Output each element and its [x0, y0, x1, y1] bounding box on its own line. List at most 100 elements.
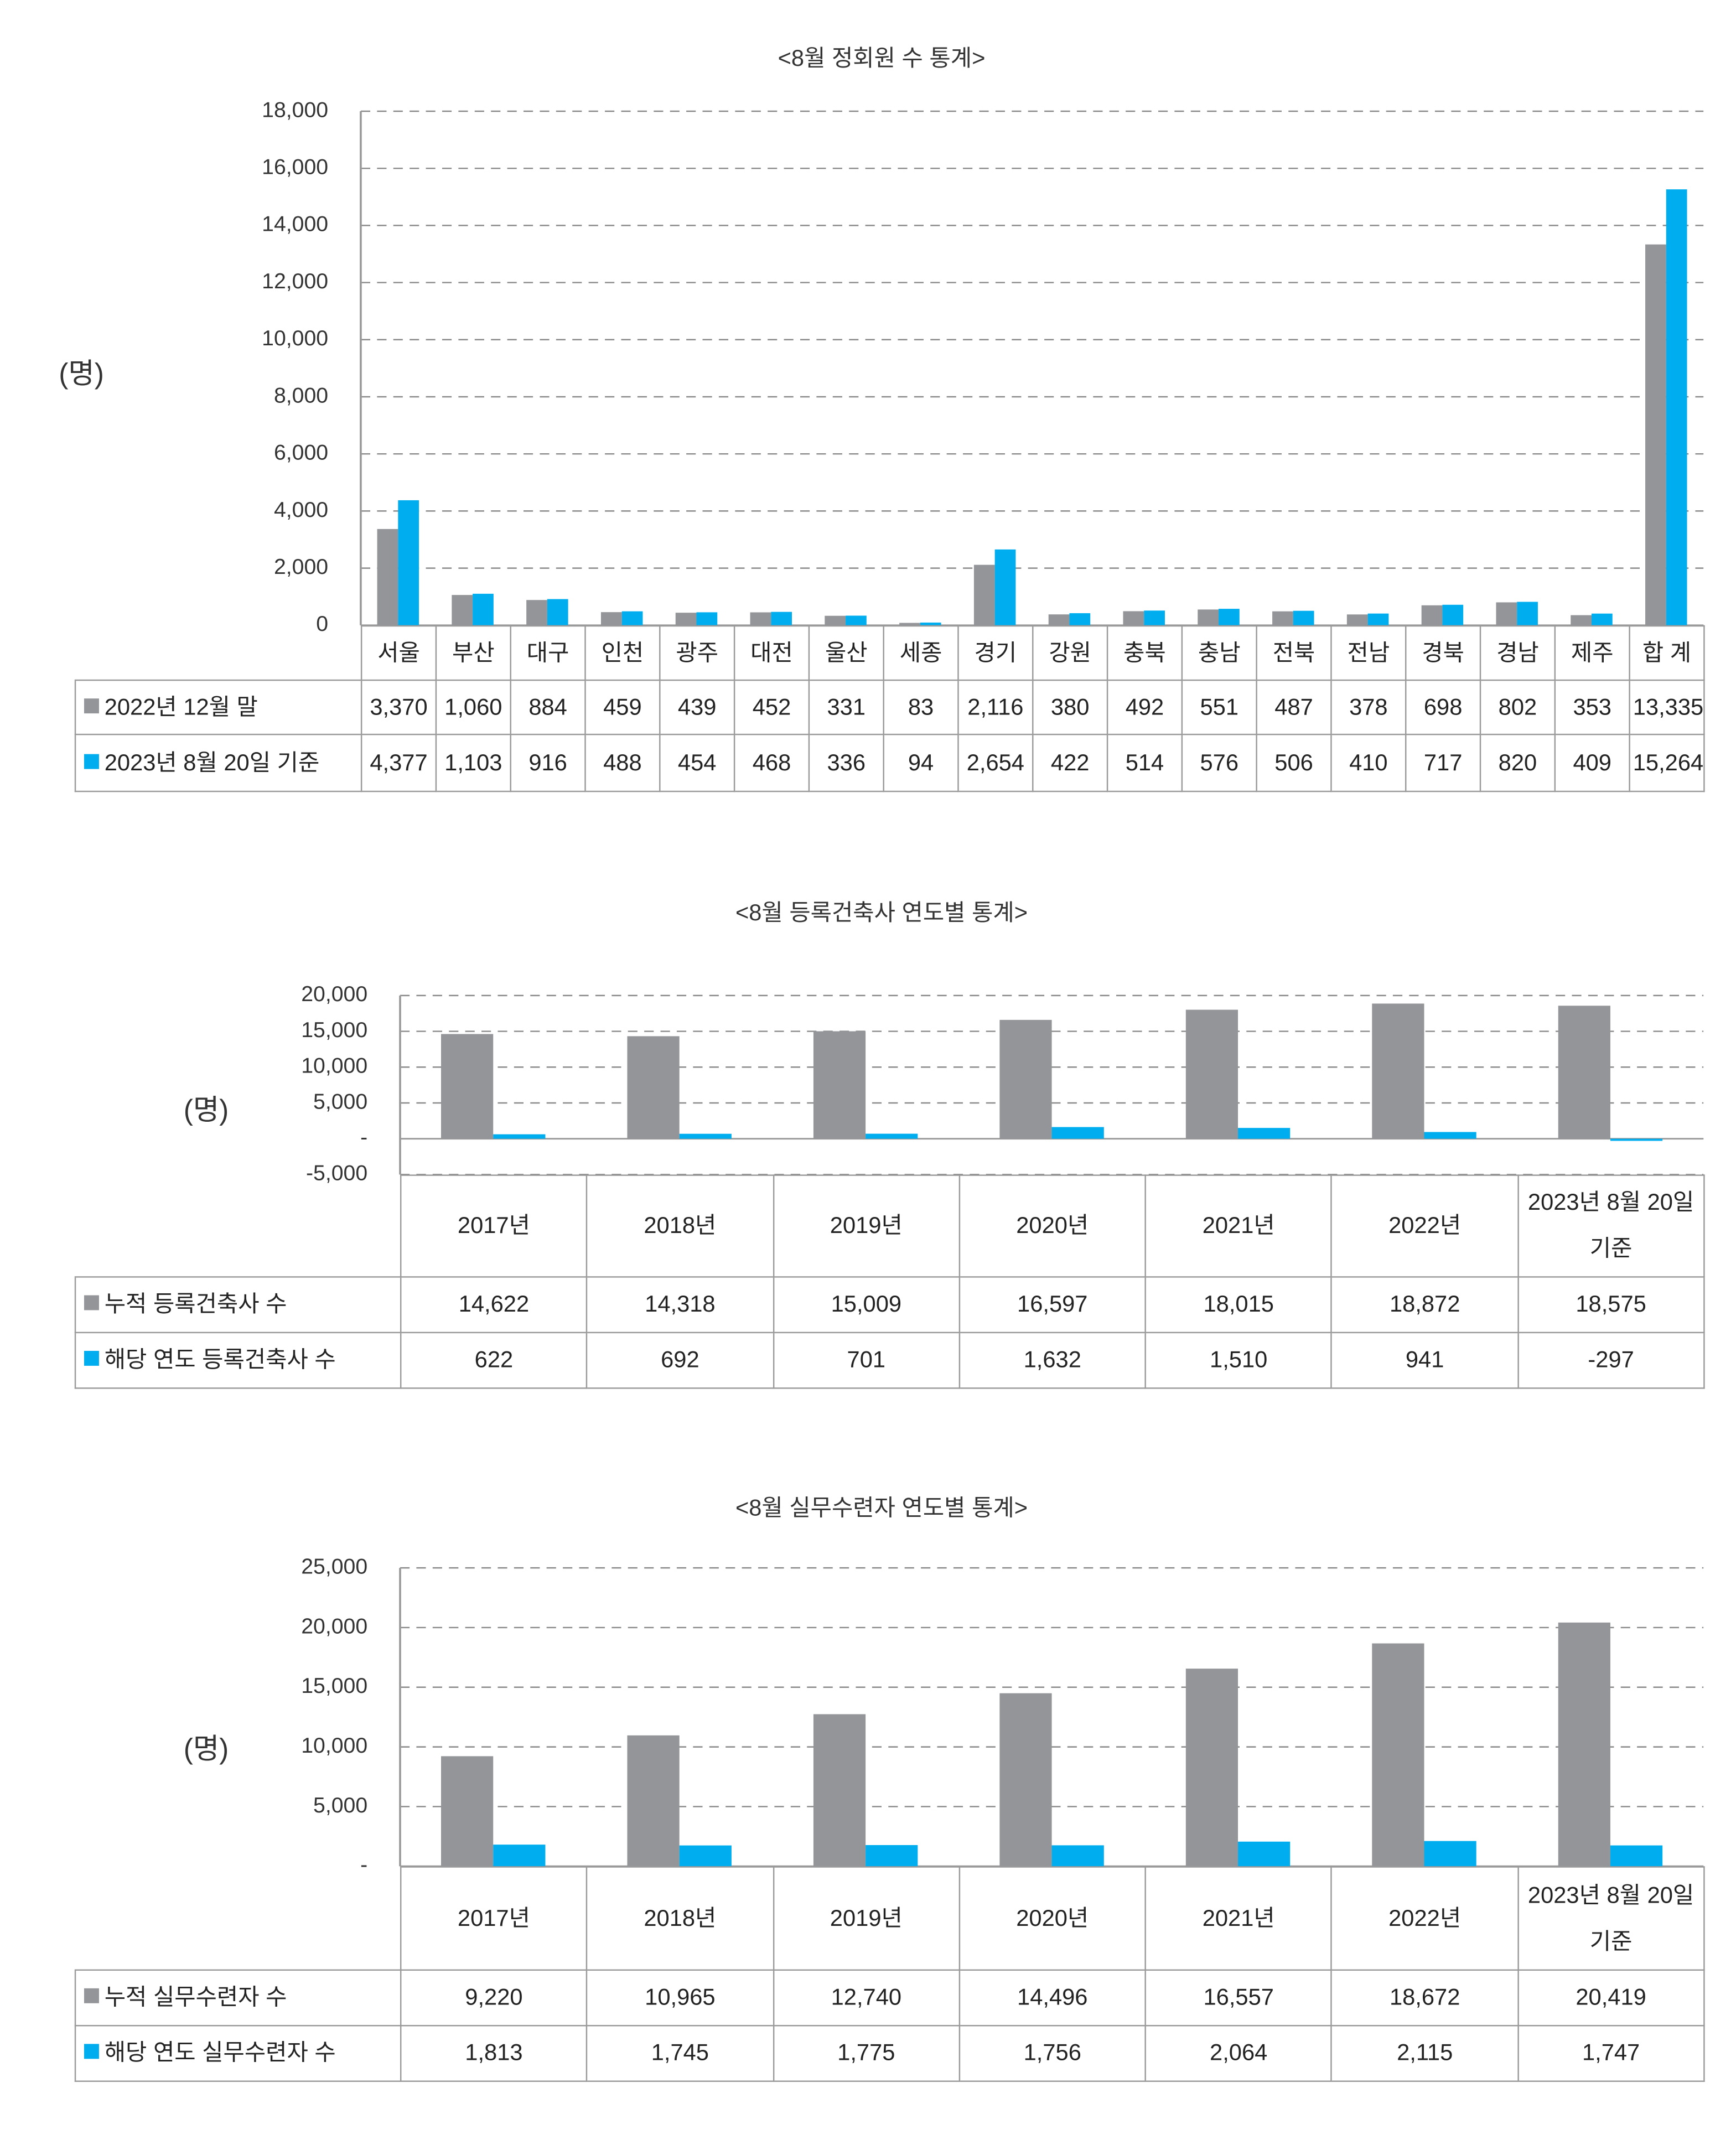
x-tick-label: 2021년 [1144, 1174, 1333, 1278]
table-body: 2017년 2018년 2019년 2020년 2021년 2022년 2023년 8월 2… [74, 1866, 1705, 2082]
bar [600, 612, 622, 625]
x-tick-label: 부산 [435, 625, 511, 681]
value-label: 14,622 [400, 1276, 588, 1334]
x-tick-label: 합 계 [1629, 625, 1705, 681]
value-label: 378 [1330, 679, 1407, 735]
bar [899, 623, 920, 625]
bar [1610, 1138, 1663, 1141]
bar [1293, 610, 1314, 625]
value-label: 468 [733, 733, 810, 792]
bar [526, 600, 547, 625]
value-label: 916 [510, 733, 586, 792]
bar [1051, 1127, 1104, 1139]
bar [846, 615, 867, 625]
blank-cell [75, 1867, 402, 1971]
y-axis-label: (명) [59, 357, 104, 389]
bar [1367, 613, 1389, 625]
value-label: 15,009 [772, 1276, 960, 1334]
bar [1123, 611, 1144, 625]
bar [1421, 605, 1443, 625]
y-tick-label: 10,000 [301, 1054, 367, 1078]
value-label: 459 [584, 679, 661, 735]
x-tick-label: 2017년 [400, 1174, 588, 1278]
blank-cell [75, 626, 362, 681]
y-tick-label: 2,000 [274, 555, 328, 579]
value-label: 20,419 [1517, 1969, 1705, 2027]
x-tick-label: 2019년 [772, 1866, 960, 1971]
legend-swatch [84, 1350, 99, 1366]
y-tick-label: 5,000 [313, 1090, 367, 1113]
bar [825, 615, 846, 625]
x-tick-label: 세종 [883, 625, 959, 681]
x-tick-label: 강원 [1032, 625, 1108, 681]
value-label: -297 [1517, 1332, 1705, 1389]
x-tick-label: 2023년 8월 20일 기준 [1517, 1866, 1705, 1971]
value-label: 13,335 [1629, 679, 1705, 735]
y-axis-label: (명) [184, 1733, 229, 1765]
x-tick-label: 2023년 8월 20일 기준 [1517, 1174, 1705, 1278]
bar [1069, 613, 1091, 625]
value-label: 820 [1479, 733, 1556, 792]
value-label: 18,015 [1144, 1276, 1333, 1334]
value-label: 3,370 [360, 679, 437, 735]
bar [999, 1019, 1052, 1139]
y-tick-label: 16,000 [262, 156, 328, 179]
x-tick-label: 제주 [1554, 625, 1630, 681]
x-tick-label: 2020년 [958, 1866, 1147, 1971]
value-label: 1,632 [958, 1332, 1147, 1389]
bar [441, 1034, 494, 1139]
y-tick-label: 20,000 [301, 1614, 367, 1638]
series-row: 2022년 12월 말 3,370 1,060 884 459 439 452 331 83 2,… [74, 679, 1705, 735]
bar [1051, 1845, 1104, 1867]
value-label: 487 [1256, 679, 1332, 735]
value-label: 454 [659, 733, 735, 792]
value-label: 492 [1106, 679, 1183, 735]
y-tick-label: 10,000 [301, 1734, 367, 1758]
value-label: 717 [1405, 733, 1481, 792]
value-label: 353 [1554, 679, 1630, 735]
x-tick-label: 2019년 [772, 1174, 960, 1278]
series-row: 2023년 8월 20일 기준 4,377 1,103 916 488 454 468 336… [74, 733, 1705, 792]
value-label: 1,510 [1144, 1332, 1333, 1389]
bar [1372, 1003, 1424, 1139]
value-label: 802 [1479, 679, 1556, 735]
x-tick-label: 경기 [957, 625, 1034, 681]
x-tick-label: 광주 [659, 625, 735, 681]
bar [973, 564, 995, 625]
bar [547, 599, 568, 625]
x-tick-label: 대구 [510, 625, 586, 681]
bar [398, 500, 419, 625]
value-label: 488 [584, 733, 661, 792]
x-tick-label: 2022년 [1331, 1866, 1519, 1971]
value-label: 10,965 [586, 1969, 774, 2027]
value-label: 692 [586, 1332, 774, 1389]
value-label: 1,103 [435, 733, 511, 792]
bar [994, 549, 1016, 625]
value-label: 18,672 [1331, 1969, 1519, 2027]
bar [866, 1845, 918, 1867]
value-label: 2,116 [957, 679, 1034, 735]
value-label: 884 [510, 679, 586, 735]
bar [627, 1735, 680, 1867]
bar [1591, 613, 1613, 625]
bar [1346, 614, 1368, 625]
data-table: 2017년 2018년 2019년 2020년 2021년 2022년 2023년 8월 2… [74, 1866, 1705, 2082]
bar [441, 1756, 494, 1867]
value-label: 14,496 [958, 1969, 1147, 2027]
x-tick-label: 2018년 [586, 1174, 774, 1278]
bar [493, 1134, 546, 1139]
bar [1424, 1841, 1476, 1867]
legend-label: 해당 연도 실무수련자 수 [104, 2039, 336, 2066]
bar [452, 595, 473, 625]
value-label: 622 [400, 1332, 588, 1389]
bar [1219, 609, 1240, 625]
value-label: 1,747 [1517, 2025, 1705, 2082]
legend-swatch [84, 753, 99, 769]
y-tick-label: 15,000 [301, 1674, 367, 1698]
category-row: 2017년 2018년 2019년 2020년 2021년 2022년 2023년 8월 2… [75, 1174, 1705, 1278]
value-label: 576 [1181, 733, 1257, 792]
legend-label: 2022년 12월 말 [104, 693, 258, 720]
legend-label: 누적 실무수련자 수 [104, 1984, 287, 2011]
value-label: 1,775 [772, 2025, 960, 2082]
value-label: 698 [1405, 679, 1481, 735]
